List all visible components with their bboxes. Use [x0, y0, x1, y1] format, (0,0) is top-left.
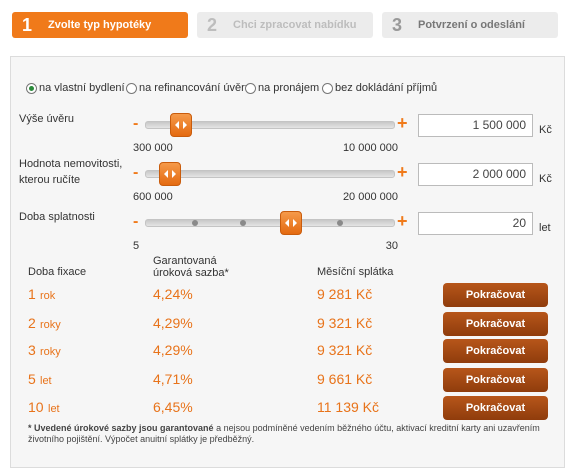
minus-button[interactable]: -: [133, 115, 139, 132]
radio-button[interactable]: [126, 83, 137, 94]
scale-min-label: 600 000: [133, 191, 173, 203]
input-value: 20: [512, 216, 526, 230]
unit-label: Kč: [539, 124, 552, 136]
term-unit: let: [48, 403, 60, 415]
step-tab: 3 Potvrzení o odeslání: [382, 12, 558, 38]
minus-button[interactable]: -: [133, 164, 139, 181]
radio-button[interactable]: [245, 83, 256, 94]
footnote-bold: * Uvedené úrokové sazby jsou garantované: [28, 423, 214, 433]
term-unit: roky: [40, 319, 61, 331]
value-input[interactable]: 20: [418, 212, 533, 235]
plus-button[interactable]: +: [397, 211, 408, 231]
scale-min-label: 300 000: [133, 142, 173, 154]
term: 3: [28, 342, 36, 358]
radio-button[interactable]: [26, 83, 37, 94]
slider-track[interactable]: [145, 170, 395, 178]
slider-handle[interactable]: [159, 162, 181, 186]
step-number: 3: [392, 15, 403, 35]
slider-step-dot: [192, 220, 198, 226]
slider-track[interactable]: [145, 121, 395, 129]
monthly-payment: 9 321 Kč: [317, 315, 373, 331]
unit-label: let: [539, 222, 551, 234]
step-number: 1: [22, 15, 33, 35]
column-header: úroková sazba*: [153, 267, 229, 279]
input-value: 2 000 000: [472, 167, 526, 181]
input-value: 1 500 000: [472, 118, 526, 132]
step-label: Chci zpracovat nabídku: [233, 19, 357, 31]
radio-label[interactable]: na refinancování úvěru: [139, 82, 251, 94]
interest-rate: 4,29%: [153, 315, 193, 331]
column-header: Měsíční splátka: [317, 266, 394, 278]
monthly-payment: 9 321 Kč: [317, 342, 373, 358]
monthly-payment: 9 661 Kč: [317, 371, 373, 387]
term: 10: [28, 399, 44, 415]
term: 5: [28, 371, 36, 387]
slider-handle[interactable]: [170, 113, 192, 137]
step-label: Potvrzení o odeslání: [418, 19, 525, 31]
step-tab[interactable]: 1 Zvolte typ hypotéky: [12, 12, 188, 38]
slider-step-dot: [240, 220, 246, 226]
term: 1: [28, 286, 36, 302]
interest-rate: 4,24%: [153, 286, 193, 302]
scale-min-label: 5: [133, 240, 140, 252]
minus-button[interactable]: -: [133, 213, 139, 230]
term-unit: let: [40, 375, 52, 387]
plus-button[interactable]: +: [397, 162, 408, 182]
slider-label: kterou ručíte: [19, 174, 81, 186]
slider-step-dot: [337, 220, 343, 226]
monthly-payment: 9 281 Kč: [317, 286, 373, 302]
radio-label[interactable]: na pronájem: [258, 82, 320, 94]
scale-max-label: 10 000 000: [342, 142, 398, 154]
interest-rate: 4,71%: [153, 371, 193, 387]
continue-button[interactable]: Pokračovat: [443, 283, 548, 307]
continue-button[interactable]: Pokračovat: [443, 368, 548, 392]
handle-arrows: [285, 219, 297, 227]
interest-rate: 4,29%: [153, 342, 193, 358]
step-number: 2: [207, 15, 218, 35]
footnote: * Uvedené úrokové sazby jsou garantované…: [28, 423, 553, 445]
footnote-text: a nejsou podmíněné vedením běžného účtu,…: [28, 423, 540, 444]
scale-max-label: 30: [385, 240, 398, 252]
column-header: Doba fixace: [28, 266, 87, 278]
term-unit: rok: [40, 290, 56, 302]
unit-label: Kč: [539, 173, 552, 185]
value-input[interactable]: 2 000 000: [418, 163, 533, 186]
term-unit: roky: [40, 346, 61, 358]
plus-button[interactable]: +: [397, 113, 408, 133]
slider-label: Hodnota nemovitosti,: [19, 158, 123, 170]
term: 2: [28, 315, 36, 331]
continue-button[interactable]: Pokračovat: [443, 312, 548, 336]
interest-rate: 6,45%: [153, 399, 193, 415]
column-header: Garantovaná: [153, 255, 217, 267]
handle-arrows: [164, 170, 176, 178]
radio-label[interactable]: na vlastní bydlení: [39, 82, 125, 94]
slider-handle[interactable]: [280, 211, 302, 235]
slider-track[interactable]: [145, 219, 395, 227]
step-label: Zvolte typ hypotéky: [48, 19, 152, 31]
step-tab: 2 Chci zpracovat nabídku: [197, 12, 373, 38]
slider-label: Doba splatnosti: [19, 211, 95, 223]
slider-label: Výše úvěru: [19, 113, 75, 125]
continue-button[interactable]: Pokračovat: [443, 396, 548, 420]
radio-label[interactable]: bez dokládání příjmů: [335, 82, 438, 94]
handle-arrows: [175, 121, 187, 129]
radio-button[interactable]: [322, 83, 333, 94]
scale-max-label: 20 000 000: [342, 191, 398, 203]
value-input[interactable]: 1 500 000: [418, 114, 533, 137]
monthly-payment: 11 139 Kč: [317, 399, 380, 415]
continue-button[interactable]: Pokračovat: [443, 339, 548, 363]
